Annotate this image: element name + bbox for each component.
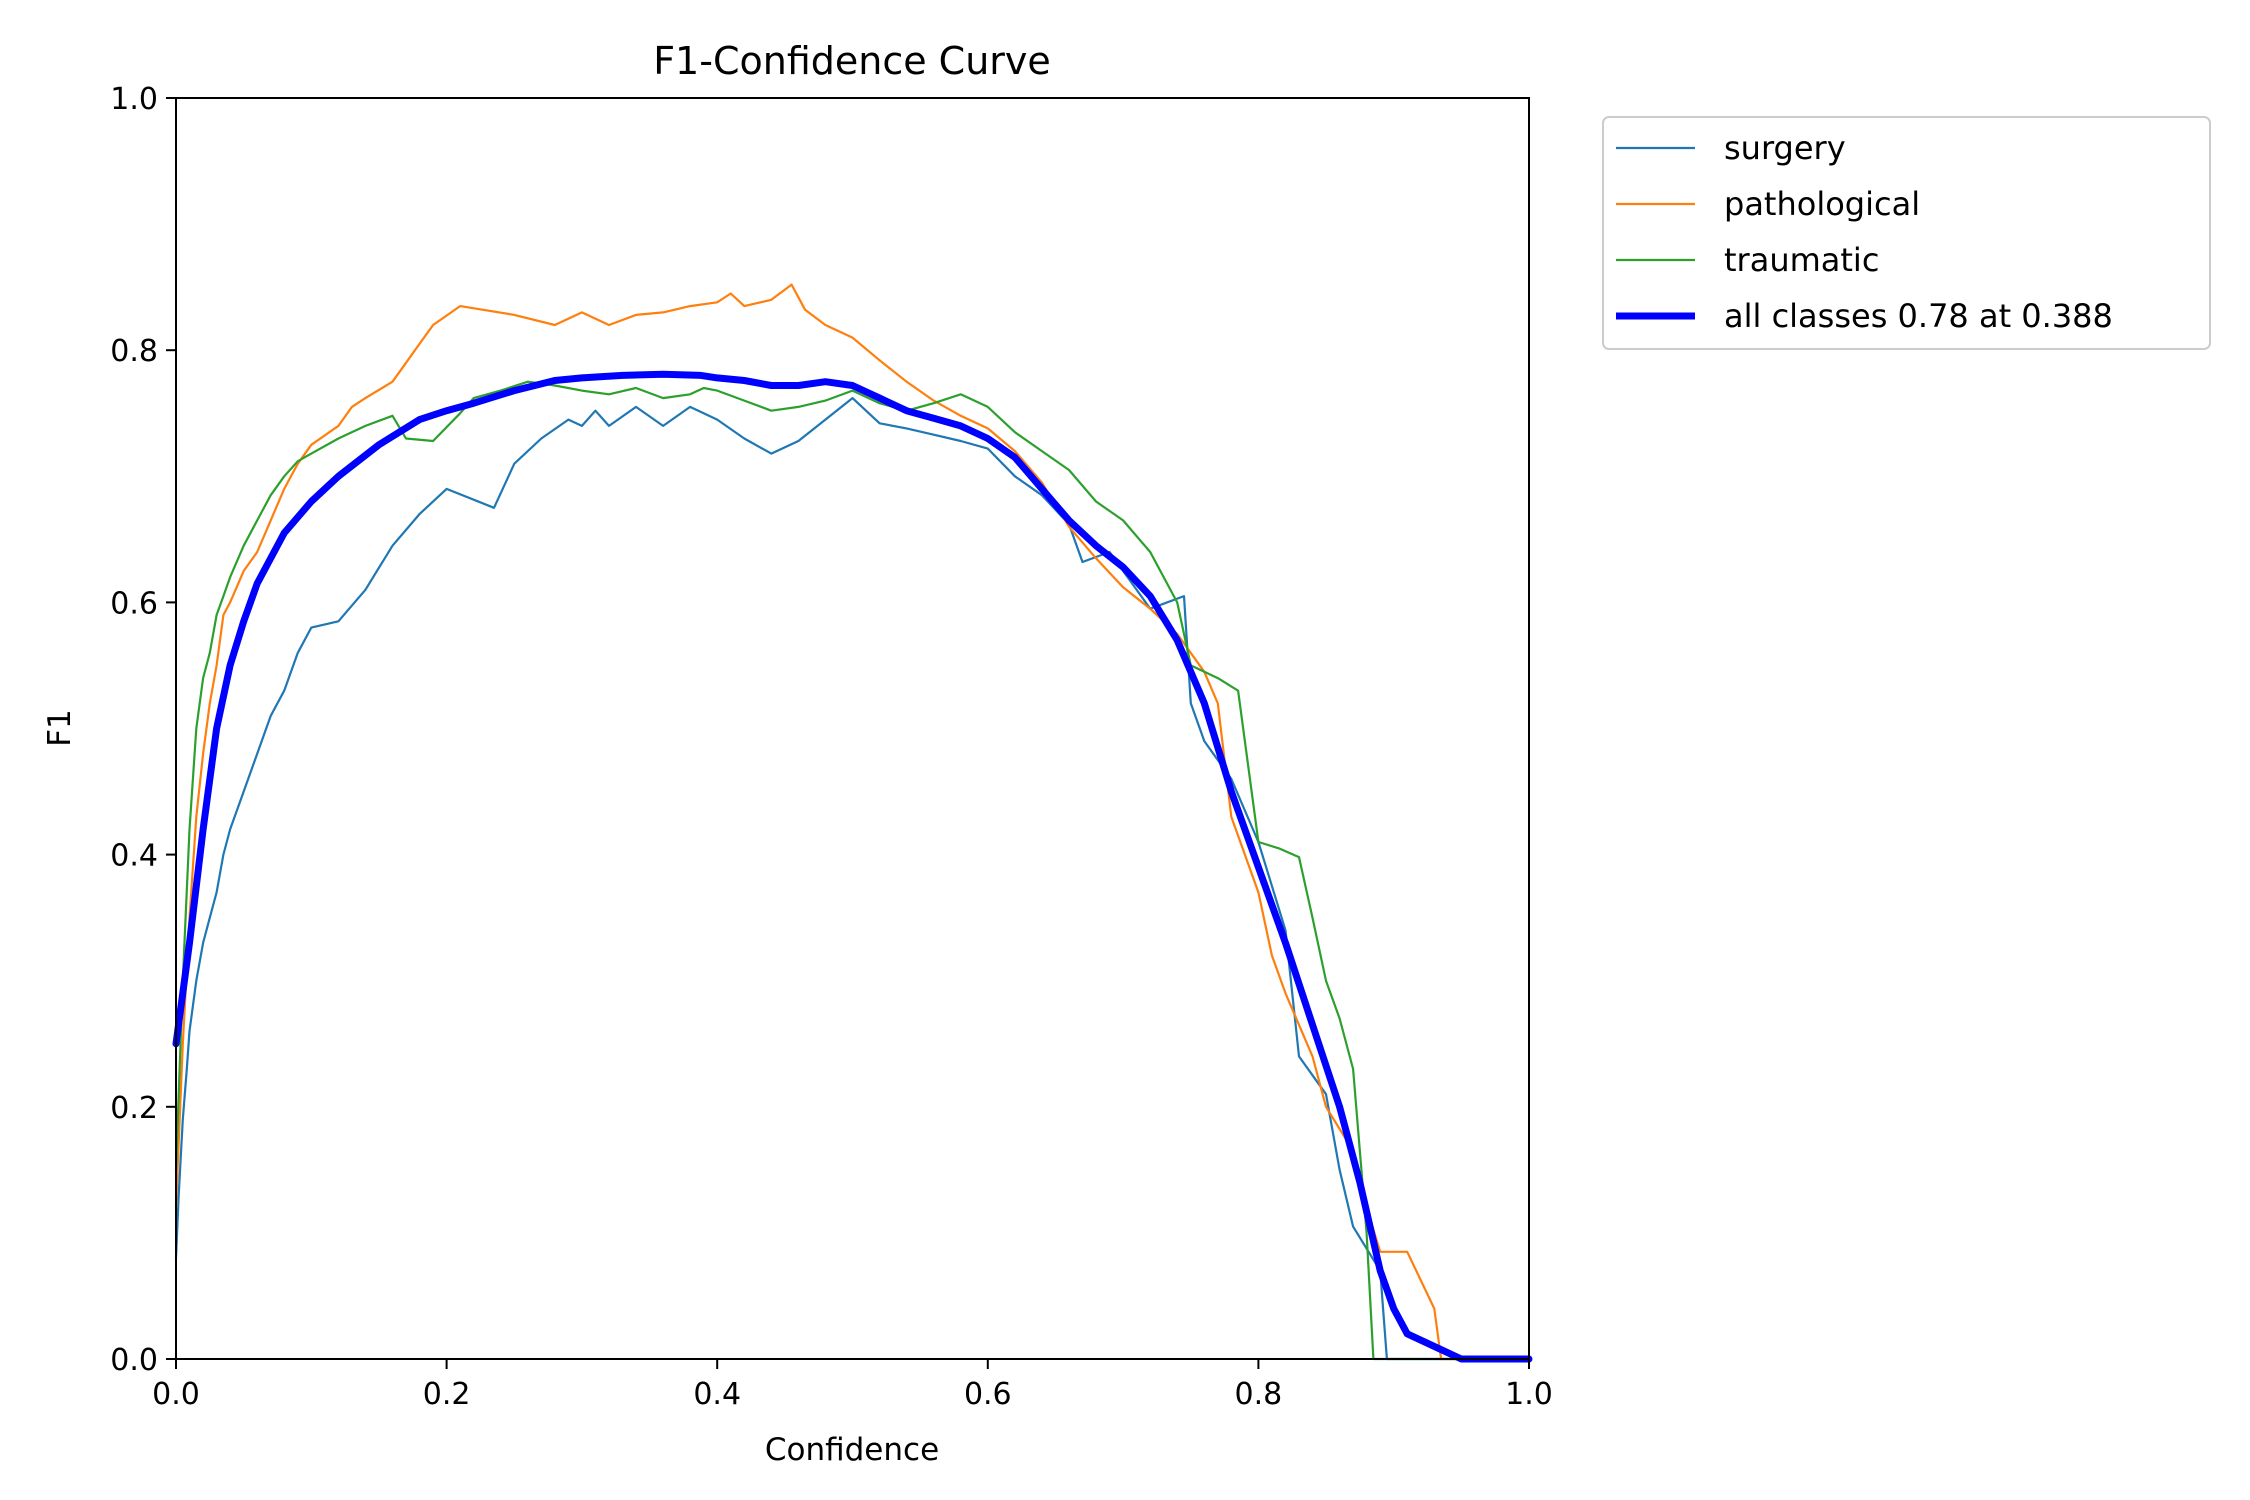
legend-box xyxy=(1602,116,2211,350)
y-axis-ticks: 0.0 0.2 0.4 0.6 0.8 1.0 xyxy=(110,82,176,1378)
y-tick-label: 0.0 xyxy=(110,1343,158,1378)
y-tick-label: 0.2 xyxy=(110,1091,158,1126)
legend-label: surgery xyxy=(1724,129,1846,167)
series-line-pathological xyxy=(174,283,1531,1361)
x-axis-title: Confidence xyxy=(765,1432,939,1468)
legend-label: pathological xyxy=(1724,185,1920,223)
chart-title: F1-Confidence Curve xyxy=(653,39,1051,83)
legend-label: traumatic xyxy=(1724,241,1879,279)
y-tick-label: 1.0 xyxy=(110,82,158,117)
x-tick-label: 0.4 xyxy=(693,1377,741,1412)
x-tick-label: 1.0 xyxy=(1505,1377,1553,1412)
y-tick-label: 0.4 xyxy=(110,839,158,874)
y-axis-title: F1 xyxy=(42,709,78,747)
plot-lines xyxy=(172,283,1533,1363)
x-tick-label: 0.0 xyxy=(152,1377,200,1412)
legend-label: all classes 0.78 at 0.388 xyxy=(1724,297,2113,335)
legend-items: surgery pathological traumatic all classes … xyxy=(1616,129,2113,335)
series-line-traumatic xyxy=(174,380,1531,1361)
x-tick-label: 0.6 xyxy=(964,1377,1012,1412)
series-line-all xyxy=(172,370,1533,1363)
plot-frame xyxy=(175,97,1530,1360)
series-line-surgery xyxy=(174,397,1531,1361)
y-tick-label: 0.6 xyxy=(110,586,158,621)
legend: surgery pathological traumatic all classes … xyxy=(1602,116,2211,350)
y-tick-label: 0.8 xyxy=(110,334,158,369)
x-axis-ticks: 0.0 0.2 0.4 0.6 0.8 1.0 xyxy=(152,1359,1553,1412)
x-tick-label: 0.8 xyxy=(1235,1377,1283,1412)
x-tick-label: 0.2 xyxy=(423,1377,471,1412)
